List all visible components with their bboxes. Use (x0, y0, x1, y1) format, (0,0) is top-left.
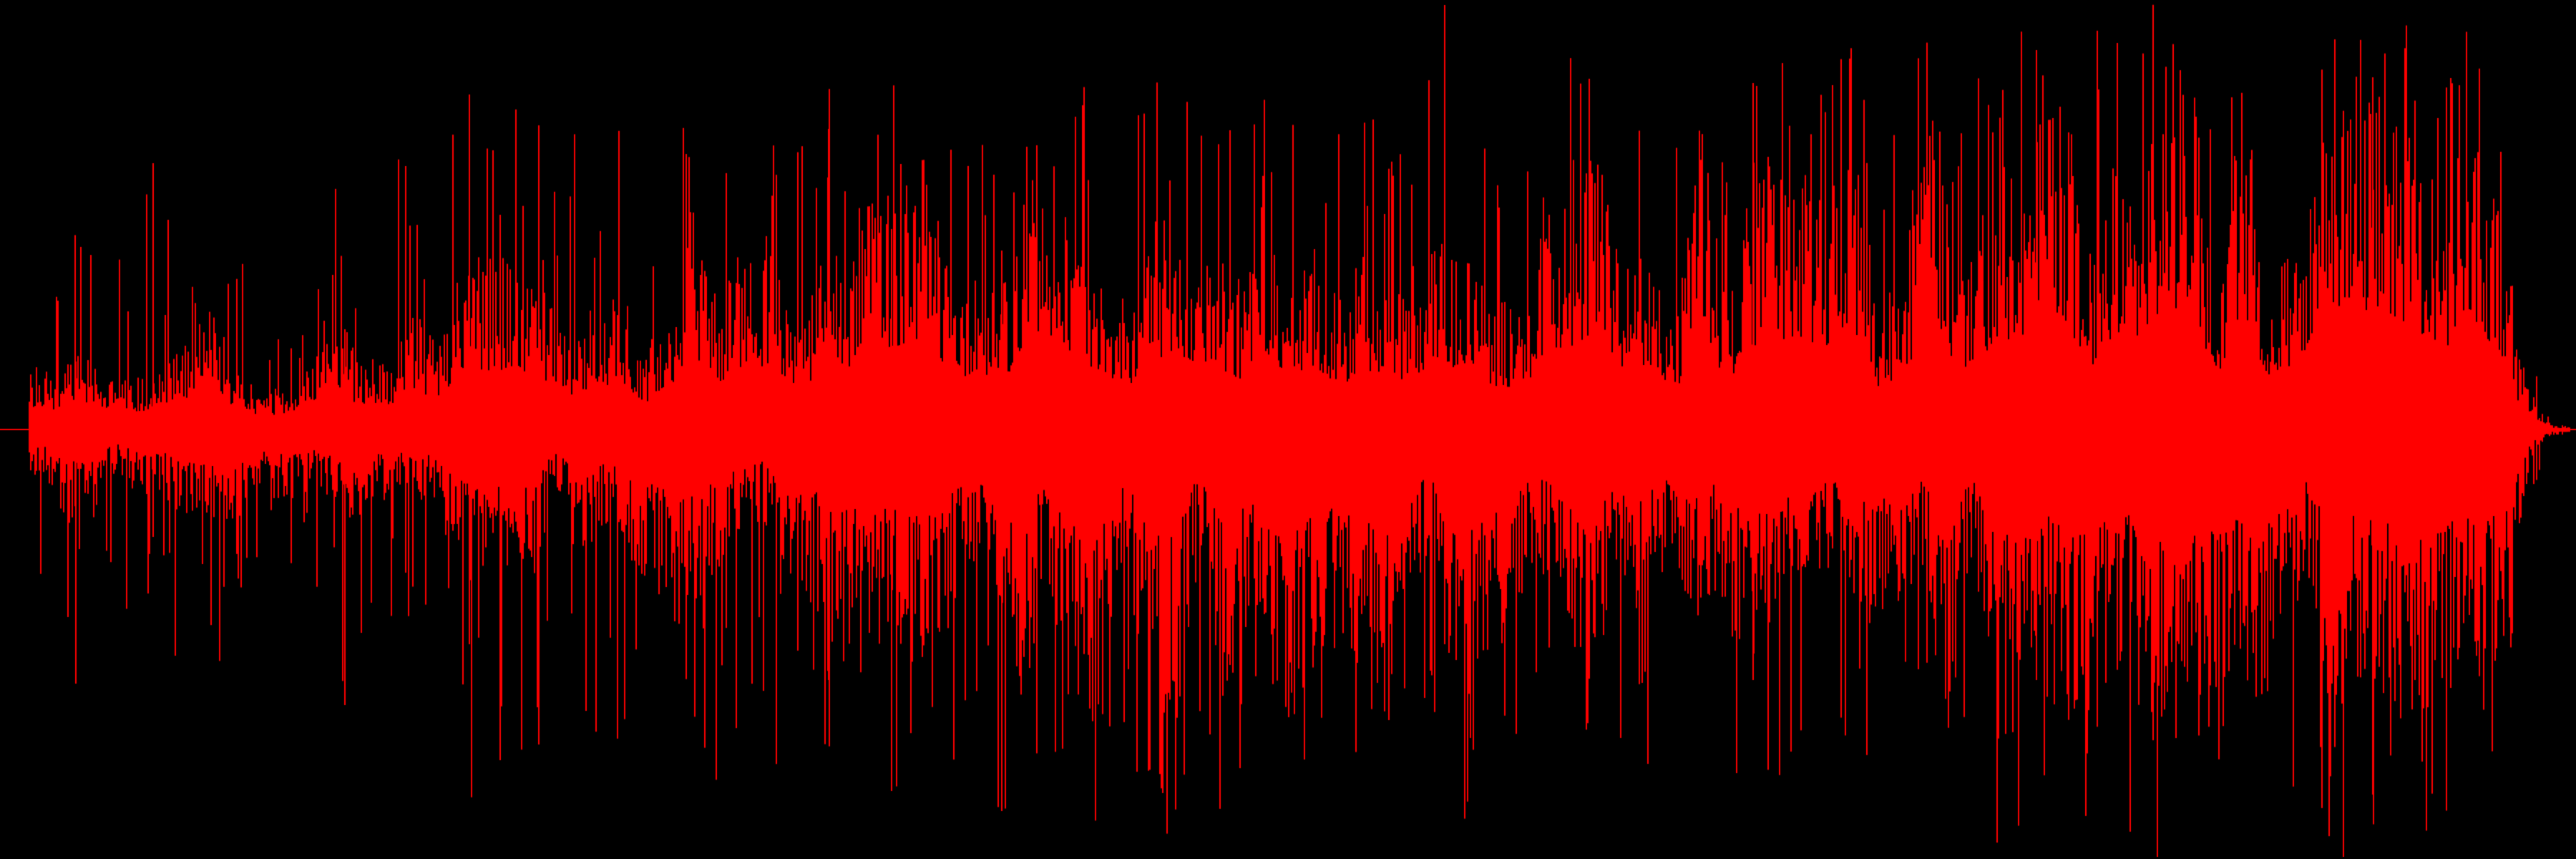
waveform-panel (0, 0, 2576, 859)
audio-waveform-canvas (0, 0, 2576, 859)
